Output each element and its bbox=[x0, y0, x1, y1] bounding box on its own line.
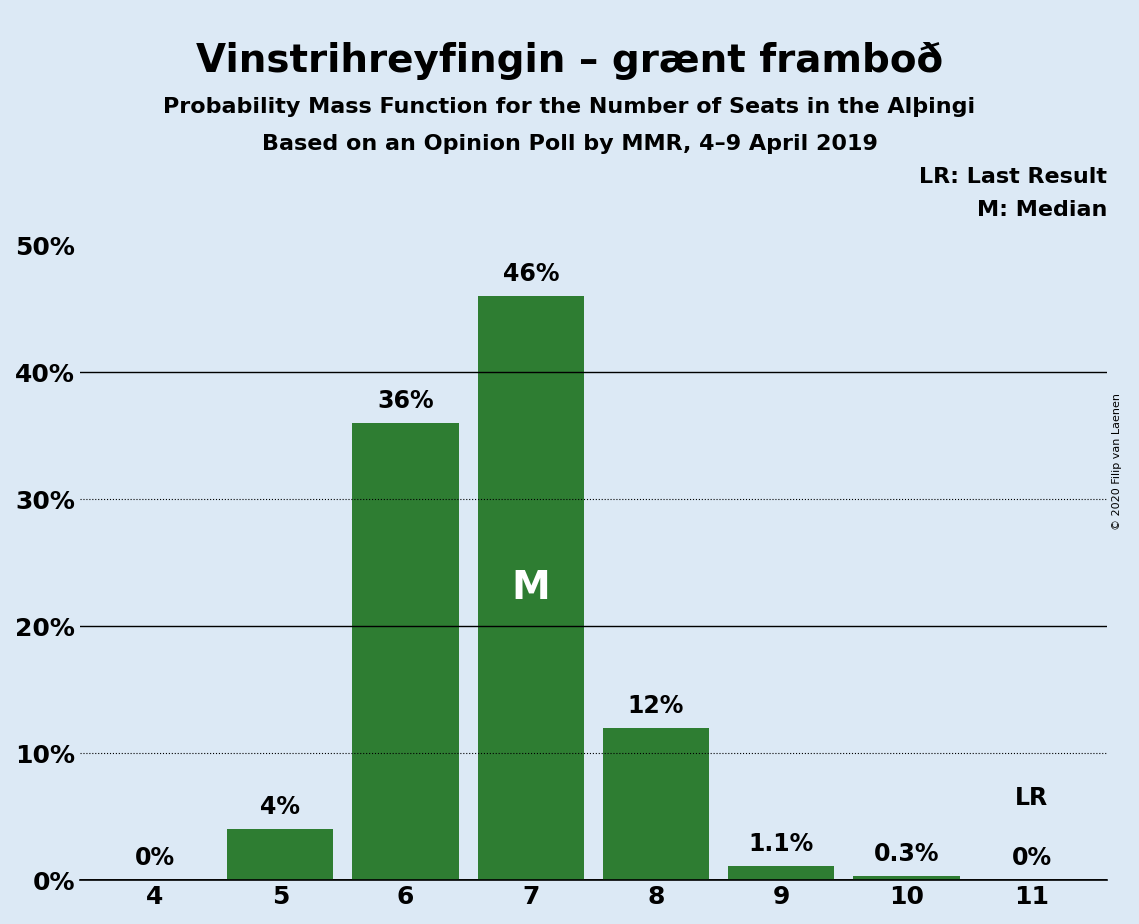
Text: 0%: 0% bbox=[1011, 846, 1051, 870]
Text: 4%: 4% bbox=[261, 796, 301, 820]
Text: © 2020 Filip van Laenen: © 2020 Filip van Laenen bbox=[1112, 394, 1122, 530]
Text: Probability Mass Function for the Number of Seats in the Alþingi: Probability Mass Function for the Number… bbox=[163, 97, 976, 117]
Bar bbox=[728, 866, 835, 881]
Text: M: Median: M: Median bbox=[976, 200, 1107, 220]
Text: Vinstrihreyfingin – grænt framboð: Vinstrihreyfingin – grænt framboð bbox=[196, 42, 943, 79]
Text: 12%: 12% bbox=[628, 694, 685, 718]
Bar bbox=[227, 830, 334, 881]
Bar bbox=[477, 296, 584, 881]
Bar bbox=[853, 876, 960, 881]
Text: LR: LR bbox=[1015, 786, 1048, 810]
Bar bbox=[603, 728, 710, 881]
Text: 1.1%: 1.1% bbox=[748, 832, 814, 856]
Text: 36%: 36% bbox=[377, 389, 434, 413]
Text: LR: Last Result: LR: Last Result bbox=[919, 167, 1107, 187]
Text: 46%: 46% bbox=[502, 261, 559, 286]
Text: 0.3%: 0.3% bbox=[874, 842, 940, 866]
Bar bbox=[352, 423, 459, 881]
Text: Based on an Opinion Poll by MMR, 4–9 April 2019: Based on an Opinion Poll by MMR, 4–9 Apr… bbox=[262, 134, 877, 154]
Text: 0%: 0% bbox=[134, 846, 175, 870]
Text: M: M bbox=[511, 569, 550, 607]
